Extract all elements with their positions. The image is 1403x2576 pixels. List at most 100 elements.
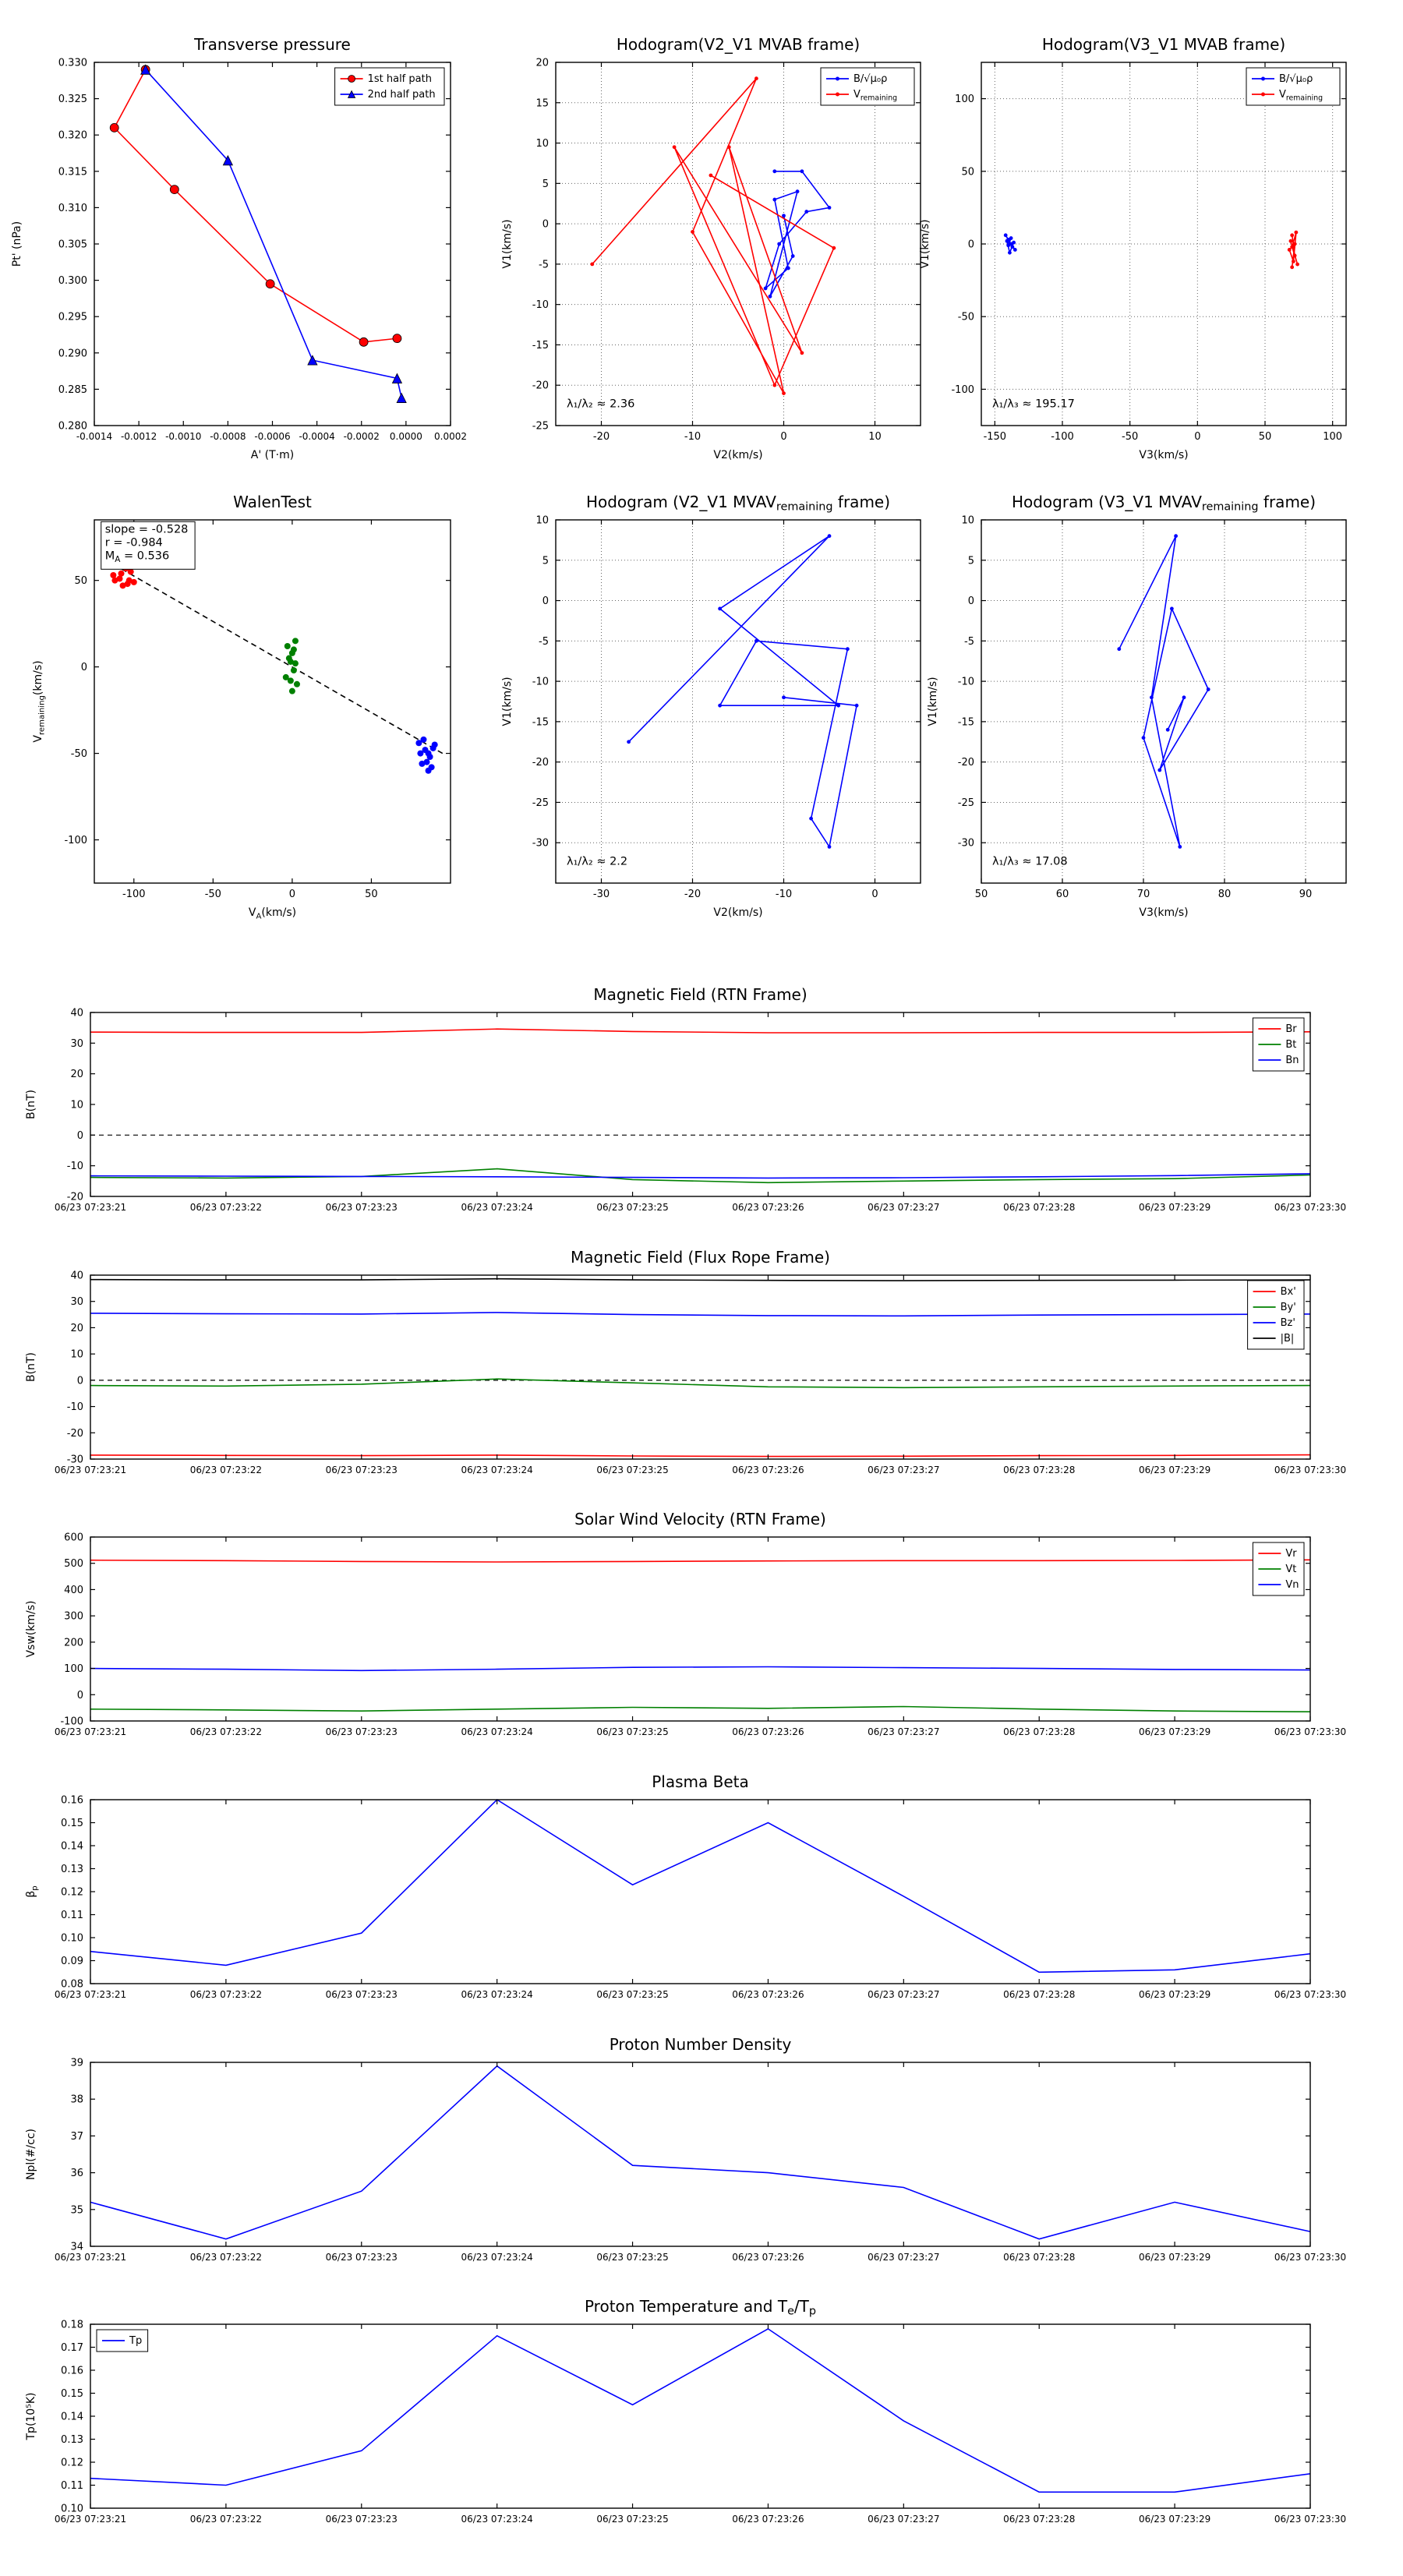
- chart-title: Hodogram(V3_V1 MVAB frame): [1042, 35, 1285, 54]
- x-tick-label: -0.0010: [165, 431, 201, 442]
- x-axis-label: V3(km/s): [1139, 449, 1188, 461]
- y-tick-label: -25: [958, 797, 974, 809]
- marker: [772, 383, 777, 387]
- y-tick-label: 34: [70, 2242, 83, 2253]
- marker: [1290, 233, 1295, 238]
- marker: [169, 185, 179, 195]
- annotation: λ₁/λ₂ ≈ 2.36: [567, 398, 634, 411]
- legend-label: By': [1281, 1302, 1296, 1313]
- x-tick-label: 06/23 07:23:21: [55, 2252, 126, 2263]
- x-tick-label: 06/23 07:23:21: [55, 1726, 126, 1737]
- marker: [111, 577, 118, 584]
- y-tick-label: 0.14: [61, 1841, 83, 1853]
- x-tick-label: 0.0002: [434, 431, 467, 442]
- marker: [836, 92, 839, 97]
- marker: [359, 337, 369, 347]
- marker: [1294, 230, 1299, 235]
- marker: [755, 76, 758, 81]
- x-tick-label: 06/23 07:23:27: [868, 1465, 939, 1475]
- x-tick-label: -50: [1122, 431, 1138, 443]
- y-tick-label: 30: [70, 1038, 83, 1050]
- x-tick-label: 06/23 07:23:28: [1003, 2252, 1075, 2263]
- x-tick-label: 06/23 07:23:26: [732, 1465, 804, 1475]
- legend-label: Vn: [1285, 1579, 1299, 1591]
- marker: [1010, 245, 1015, 249]
- y-axis-label: V1(km/s): [501, 219, 514, 268]
- x-tick-label: 60: [1056, 889, 1069, 900]
- marker: [293, 680, 300, 687]
- marker: [282, 673, 289, 680]
- y-axis-label: Tp(10⁵K): [25, 2393, 37, 2441]
- chart-title: Hodogram (V3_V1 MVAVremaining frame): [1012, 493, 1316, 514]
- plot-area: [90, 1537, 1310, 1721]
- marker: [1005, 239, 1009, 243]
- y-tick-label: -5: [539, 259, 549, 270]
- y-tick-label: 0: [542, 595, 549, 607]
- legend-label: Vremaining: [1279, 89, 1323, 103]
- y-tick-label: -30: [958, 838, 974, 850]
- y-tick-label: -50: [958, 312, 974, 323]
- x-tick-label: 06/23 07:23:23: [326, 1465, 398, 1475]
- marker: [130, 578, 137, 585]
- x-tick-label: -0.0006: [254, 431, 290, 442]
- y-tick-label: 0: [77, 1375, 83, 1387]
- chart-title: Proton Temperature and Te/Tp: [585, 2297, 816, 2318]
- chart-title: WalenTest: [233, 493, 312, 511]
- x-tick-label: 80: [1218, 889, 1232, 900]
- y-tick-label: 0.13: [61, 2434, 83, 2446]
- x-tick-label: -0.0002: [344, 431, 380, 442]
- x-tick-label: 06/23 07:23:25: [596, 1726, 668, 1737]
- y-tick-label: 0.330: [58, 58, 87, 69]
- marker: [425, 750, 432, 757]
- series-Tp: [90, 2327, 1311, 2493]
- marker: [718, 606, 722, 611]
- legend-label: Vt: [1285, 1564, 1296, 1575]
- x-tick-label: 06/23 07:23:23: [326, 1202, 398, 1213]
- marker: [287, 677, 294, 684]
- x-tick-label: 06/23 07:23:29: [1139, 1465, 1210, 1475]
- chart-hodogram-v3v1-mvav: 50 60 70 80 90 -30 -25 -20 -15 -10 -5 0 5 10 Hodogram …: [927, 493, 1347, 919]
- legend-label: Vremaining: [853, 89, 897, 103]
- axes-border: [94, 519, 451, 884]
- y-tick-label: -15: [532, 716, 549, 728]
- y-tick-label: 0: [77, 1690, 83, 1701]
- y-tick-label: 0.310: [58, 203, 87, 214]
- marker: [1009, 236, 1013, 240]
- y-tick-label: 37: [70, 2131, 83, 2143]
- x-tick-label: -50: [205, 889, 221, 900]
- y-tick-label: 10: [961, 515, 974, 527]
- marker: [590, 262, 595, 267]
- series-By-prime: [90, 1378, 1311, 1389]
- y-tick-label: 5: [542, 178, 549, 190]
- y-tick-label: 50: [74, 575, 87, 587]
- plot-area: [90, 1800, 1310, 1984]
- x-tick-label: 06/23 07:23:21: [55, 1465, 126, 1475]
- x-tick-label: 06/23 07:23:25: [596, 1465, 668, 1475]
- marker: [772, 197, 777, 202]
- x-tick-label: 0: [780, 431, 786, 443]
- x-tick-label: 06/23 07:23:24: [461, 1989, 533, 2000]
- x-tick-label: 06/23 07:23:29: [1139, 2514, 1210, 2525]
- chart-title: Transverse pressure: [193, 35, 351, 54]
- marker: [1008, 250, 1012, 255]
- x-tick-label: 06/23 07:23:27: [868, 2514, 939, 2525]
- y-tick-label: -100: [951, 384, 974, 396]
- marker: [292, 660, 299, 667]
- legend-label: Br: [1285, 1023, 1297, 1035]
- axes-border: [981, 519, 1347, 884]
- legend-label: B/√μ₀ρ: [853, 73, 887, 85]
- marker: [726, 145, 731, 150]
- x-tick-label: 0: [289, 889, 295, 900]
- y-tick-label: 50: [961, 166, 974, 178]
- y-tick-label: 0.14: [61, 2412, 83, 2423]
- marker: [1006, 243, 1011, 248]
- marker: [827, 845, 832, 849]
- y-tick-label: 0.325: [58, 94, 87, 105]
- series-Np: [90, 2065, 1311, 2240]
- marker: [804, 210, 809, 214]
- y-tick-label: 200: [64, 1637, 83, 1648]
- x-tick-label: 06/23 07:23:26: [732, 1989, 804, 2000]
- y-tick-label: 0.300: [58, 275, 87, 287]
- marker: [1292, 242, 1297, 246]
- marker: [763, 286, 768, 291]
